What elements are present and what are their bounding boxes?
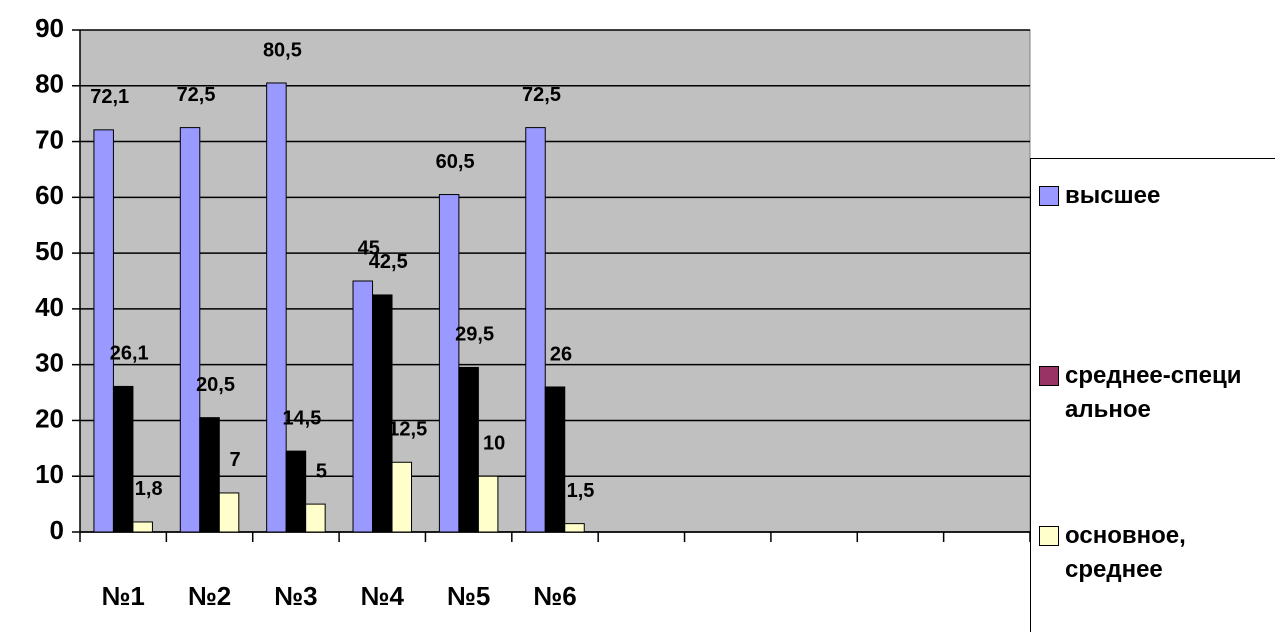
legend-label: среднее-специальное <box>1065 362 1242 423</box>
bar <box>93 129 114 533</box>
bar <box>544 386 566 533</box>
bar <box>112 385 134 533</box>
legend: высшее среднее-специальное основное, средн… <box>1030 158 1275 632</box>
bar <box>438 194 460 533</box>
data-label: 26,1 <box>110 343 149 365</box>
data-label: 7 <box>229 449 240 471</box>
data-label: 42,5 <box>369 251 408 273</box>
bar <box>179 127 201 533</box>
legend-item: высшее <box>1039 179 1245 213</box>
bar <box>458 366 479 533</box>
data-label: 20,5 <box>196 374 235 396</box>
y-tick-label: 60 <box>35 180 64 210</box>
data-label: 14,5 <box>282 407 321 429</box>
bar <box>266 82 287 533</box>
y-tick-label: 20 <box>35 403 64 433</box>
x-tick-label: №1 <box>101 581 144 611</box>
y-tick-label: 70 <box>35 124 64 154</box>
data-label: 72,5 <box>177 84 216 106</box>
y-tick-label: 0 <box>50 515 64 545</box>
bar <box>372 294 393 533</box>
data-label: 80,5 <box>263 39 302 61</box>
x-tick-label: №4 <box>361 581 405 611</box>
y-tick-label: 10 <box>35 459 64 489</box>
bar <box>305 503 326 533</box>
bar <box>352 280 374 533</box>
data-label: 10 <box>483 433 505 455</box>
bar <box>132 521 153 533</box>
data-label: 60,5 <box>436 151 475 173</box>
bar <box>218 492 240 533</box>
legend-item: среднее-специальное <box>1039 359 1245 427</box>
legend-label: высшее <box>1065 182 1161 209</box>
bar <box>199 417 220 533</box>
bar <box>564 523 585 533</box>
data-label: 29,5 <box>455 324 494 346</box>
data-label: 12,5 <box>388 419 427 441</box>
bar <box>477 475 499 533</box>
legend-swatch <box>1039 186 1059 206</box>
legend-swatch <box>1039 366 1059 386</box>
y-tick-label: 80 <box>35 69 64 99</box>
data-label: 26 <box>550 343 572 365</box>
data-label: 72,1 <box>90 86 129 108</box>
data-label: 72,5 <box>522 84 561 106</box>
data-label: 1,5 <box>567 480 595 502</box>
x-tick-label: №3 <box>274 581 317 611</box>
bar <box>391 461 413 533</box>
legend-swatch <box>1039 526 1059 546</box>
x-tick-label: №2 <box>188 581 231 611</box>
y-tick-label: 90 <box>35 13 64 43</box>
legend-item: основное, среднее <box>1039 519 1215 587</box>
data-label: 45 <box>358 237 380 259</box>
y-tick-label: 50 <box>35 236 64 266</box>
data-label: 5 <box>316 460 327 482</box>
legend-label: основное, среднее <box>1065 522 1186 583</box>
data-label: 1,8 <box>135 478 163 500</box>
y-tick-label: 40 <box>35 292 64 322</box>
bar <box>525 127 546 533</box>
bar <box>285 450 307 533</box>
x-tick-label: №6 <box>533 581 576 611</box>
x-tick-label: №5 <box>447 581 490 611</box>
y-tick-label: 30 <box>35 348 64 378</box>
